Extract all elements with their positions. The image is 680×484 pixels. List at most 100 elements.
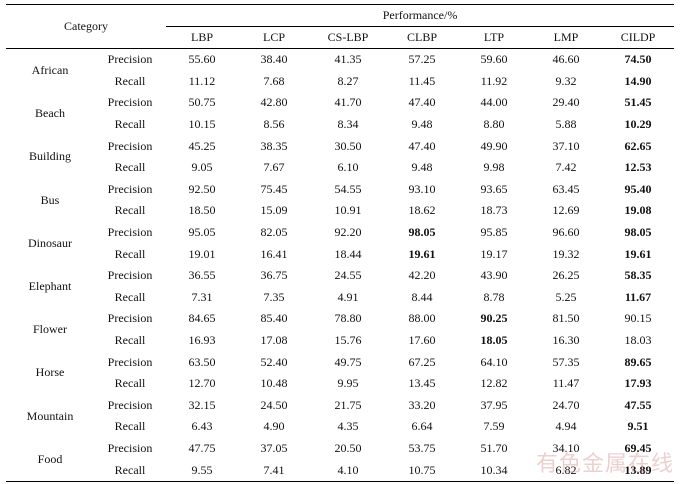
table-row: Bus Precision 92.50 75.45 54.55 93.10 93.65 63.… <box>6 179 674 207</box>
value-cell: 6.10 <box>337 160 359 175</box>
value-cell: 10.75 <box>408 462 436 477</box>
value-cell: 63.50 <box>188 354 216 369</box>
metric-label: Recall <box>114 289 146 304</box>
value-cell: 89.65 <box>624 354 652 369</box>
table-row: Dinosaur Precision 95.05 82.05 92.20 98.05 95.… <box>6 222 674 250</box>
value-cell: 7.67 <box>263 160 285 175</box>
value-cell: 8.44 <box>411 289 433 304</box>
metric-label: Precision <box>107 52 153 67</box>
table-row: Mountain Precision 32.15 24.50 21.75 33.20 37.… <box>6 395 674 423</box>
metric-label: Recall <box>114 376 146 391</box>
table-row: Food Precision 47.75 37.05 20.50 53.75 51.70 34… <box>6 438 674 466</box>
metric-label: Precision <box>107 354 153 369</box>
value-cell: 18.03 <box>624 333 652 348</box>
value-cell: 11.12 <box>188 73 216 88</box>
value-cell: 11.47 <box>552 376 580 391</box>
performance-header: Performance/% <box>166 4 675 27</box>
value-cell: 53.75 <box>408 440 436 455</box>
value-cell: 92.20 <box>334 225 362 240</box>
value-cell: 7.68 <box>263 73 285 88</box>
value-cell: 9.48 <box>411 117 433 132</box>
value-cell: 63.45 <box>552 181 580 196</box>
metric-label: Precision <box>107 95 153 110</box>
value-cell: 21.75 <box>334 397 362 412</box>
metric-label: Recall <box>114 73 146 88</box>
value-cell: 30.50 <box>334 138 362 153</box>
value-cell: 12.53 <box>624 160 652 175</box>
value-cell: 38.40 <box>260 52 288 67</box>
value-cell: 84.65 <box>188 311 216 326</box>
table-row: Recall 10.15 8.56 8.34 9.48 8.80 5.88 10.29 <box>6 114 674 136</box>
value-cell: 52.40 <box>260 354 288 369</box>
header-row-1: Category Performance/% <box>6 4 675 49</box>
value-cell: 11.67 <box>624 289 652 304</box>
value-cell: 4.91 <box>337 289 359 304</box>
value-cell: 13.89 <box>624 462 652 477</box>
header-row-2: LBP LCP CS-LBP CLBP LTP LMP CILDP <box>6 27 675 49</box>
value-cell: 67.25 <box>408 354 436 369</box>
method-header-lmp: LMP <box>553 30 579 44</box>
table-row: Recall 6.43 4.90 4.35 6.64 7.59 4.94 9.51 <box>6 416 674 438</box>
value-cell: 9.51 <box>627 419 649 434</box>
value-cell: 4.90 <box>263 419 285 434</box>
metric-label: Recall <box>114 462 146 477</box>
value-cell: 7.35 <box>263 289 285 304</box>
value-cell: 50.75 <box>188 95 216 110</box>
value-cell: 18.62 <box>408 203 436 218</box>
metric-label: Precision <box>107 225 153 240</box>
value-cell: 98.05 <box>624 225 652 240</box>
value-cell: 12.82 <box>480 376 508 391</box>
value-cell: 32.15 <box>188 397 216 412</box>
value-cell: 14.90 <box>624 73 652 88</box>
value-cell: 10.34 <box>480 462 508 477</box>
value-cell: 8.34 <box>337 117 359 132</box>
value-cell: 18.50 <box>188 203 216 218</box>
metric-label: Recall <box>114 117 146 132</box>
value-cell: 24.55 <box>334 268 362 283</box>
metric-label: Recall <box>114 246 146 261</box>
category-cell: Food <box>37 451 63 466</box>
value-cell: 58.35 <box>624 268 652 283</box>
method-header-cildp: CILDP <box>620 30 656 44</box>
value-cell: 75.45 <box>260 181 288 196</box>
value-cell: 49.90 <box>480 138 508 153</box>
value-cell: 17.93 <box>624 376 652 391</box>
value-cell: 12.70 <box>188 376 216 391</box>
value-cell: 81.50 <box>552 311 580 326</box>
value-cell: 82.05 <box>260 225 288 240</box>
value-cell: 51.70 <box>480 440 508 455</box>
value-cell: 33.20 <box>408 397 436 412</box>
value-cell: 41.35 <box>334 52 362 67</box>
value-cell: 7.41 <box>263 462 285 477</box>
value-cell: 9.05 <box>191 160 213 175</box>
value-cell: 5.25 <box>555 289 577 304</box>
value-cell: 47.40 <box>408 95 436 110</box>
value-cell: 92.50 <box>188 181 216 196</box>
value-cell: 96.60 <box>552 225 580 240</box>
table-row: Recall 19.01 16.41 18.44 19.61 19.17 19.32 19.6… <box>6 243 674 265</box>
value-cell: 85.40 <box>260 311 288 326</box>
value-cell: 9.98 <box>483 160 505 175</box>
value-cell: 8.56 <box>263 117 285 132</box>
metric-label: Precision <box>107 440 153 455</box>
value-cell: 6.64 <box>411 419 433 434</box>
metric-label: Precision <box>107 311 153 326</box>
table-row: Recall 11.12 7.68 8.27 11.45 11.92 9.32 14.90 <box>6 71 674 93</box>
category-cell: Beach <box>35 106 65 121</box>
method-header-lcp: LCP <box>262 30 285 44</box>
table-row: Recall 7.31 7.35 4.91 8.44 8.78 5.25 11.67 <box>6 287 674 309</box>
table-row: Recall 12.70 10.48 9.95 13.45 12.82 11.47 17.93 <box>6 373 674 395</box>
value-cell: 57.25 <box>408 52 436 67</box>
value-cell: 47.55 <box>624 397 652 412</box>
category-cell: Flower <box>33 322 67 337</box>
value-cell: 37.10 <box>552 138 580 153</box>
value-cell: 43.90 <box>480 268 508 283</box>
value-cell: 37.05 <box>260 440 288 455</box>
performance-table-container: Category Performance/% LBP LCP CS-LBP CLBP L… <box>6 4 675 482</box>
table-body: African Precision 55.60 38.40 41.35 57.25 59.6… <box>6 49 675 482</box>
metric-label: Precision <box>107 268 153 283</box>
value-cell: 16.30 <box>552 333 580 348</box>
table-row: Recall 9.05 7.67 6.10 9.48 9.98 7.42 12.53 <box>6 157 674 179</box>
table-row: Flower Precision 84.65 85.40 78.80 88.00 90.25… <box>6 308 674 336</box>
metric-label: Precision <box>107 138 153 153</box>
